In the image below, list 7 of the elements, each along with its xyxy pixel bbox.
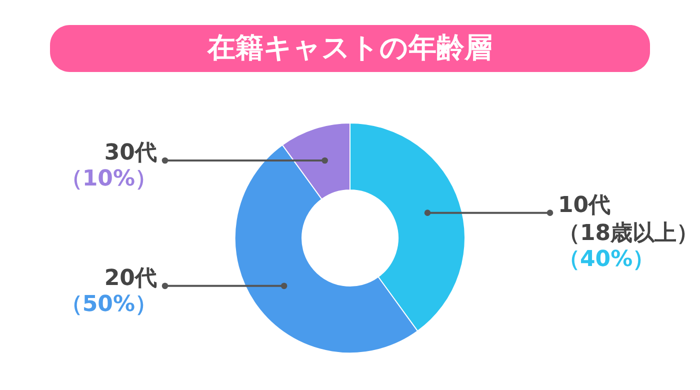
data-label: （50%）	[60, 292, 157, 317]
chart-title: 在籍キャストの年齢層	[206, 31, 492, 64]
data-label: （10%）	[60, 166, 157, 192]
slice-label: 30代	[104, 140, 157, 166]
slice-label: 10代（18歳以上）	[558, 192, 699, 246]
data-label: （40%）	[558, 246, 655, 272]
slice-label: 20代	[104, 266, 157, 291]
